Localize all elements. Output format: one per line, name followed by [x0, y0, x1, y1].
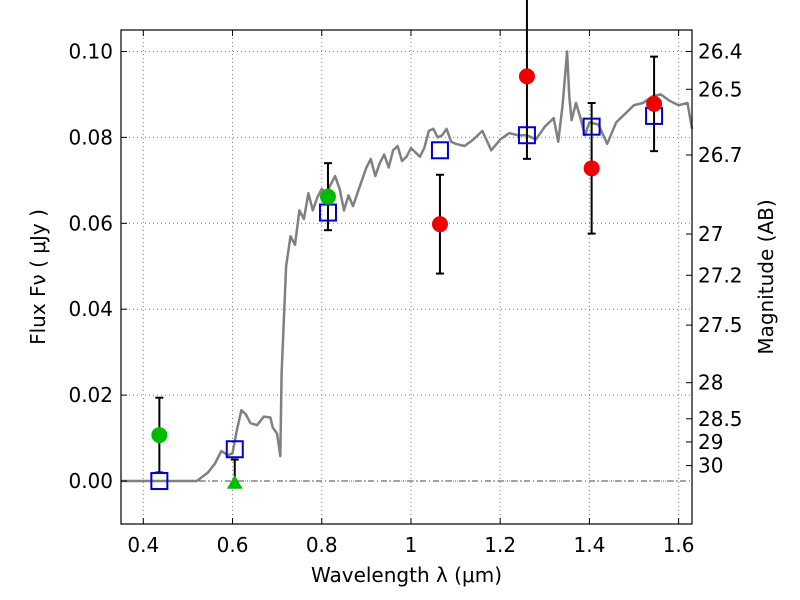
y2-tick-label: 27.2: [698, 263, 743, 287]
x-tick-label: 0.6: [217, 533, 249, 557]
marker-layer: [150, 68, 664, 491]
y2-tick-label: 28.5: [698, 407, 743, 431]
model-sed-layer: [121, 50, 694, 483]
y-tick-label: 0.06: [68, 211, 113, 235]
synthetic-flux-marker: [150, 472, 169, 491]
x-axis-label: Wavelength λ (μm): [311, 563, 502, 587]
model-sed-line: [121, 50, 694, 483]
synthetic-flux-marker: [517, 126, 536, 145]
y2-tick-label: 26.7: [698, 143, 743, 167]
errorbar-layer: [155, 0, 659, 485]
x-tick-label: 1: [405, 533, 418, 557]
x-tick-label: 0.8: [306, 533, 338, 557]
y-tick-label: 0.00: [68, 469, 113, 493]
synthetic-flux-marker: [225, 440, 244, 459]
red-flux-marker: [431, 216, 448, 233]
y2-tick-label: 30: [698, 454, 723, 478]
x-tick-label: 1.2: [484, 533, 516, 557]
y2-axis-label: Magnitude (AB): [754, 199, 778, 354]
y2-tick-label: 29: [698, 430, 723, 454]
synthetic-flux-marker: [582, 117, 601, 136]
y2-tick-label: 27: [698, 222, 723, 246]
green-flux-marker: [151, 427, 168, 444]
red-flux-marker: [518, 68, 535, 85]
y2-tick-label: 26.4: [698, 39, 743, 63]
red-flux-marker: [583, 160, 600, 177]
y-tick-label: 0.02: [68, 383, 113, 407]
y-tick-label: 0.10: [68, 39, 113, 63]
y2-tick-label: 28: [698, 371, 723, 395]
y-axis-label: Flux Fν ( μJy ): [26, 209, 50, 345]
tick-layer: 0.4 0.6 0.8 1 1.2 1.4 1.6 0.00 0.02 0.04 0.06 0.08 0…: [68, 30, 743, 557]
y-tick-label: 0.08: [68, 125, 113, 149]
red-flux-marker: [646, 95, 663, 112]
green-upper-limit-marker: [226, 475, 243, 489]
synthetic-flux-marker: [430, 141, 449, 160]
x-tick-label: 1.4: [573, 533, 605, 557]
green-flux-marker: [319, 188, 336, 205]
x-tick-label: 1.6: [663, 533, 695, 557]
y-tick-label: 0.04: [68, 297, 113, 321]
plot-frame: [120, 29, 693, 525]
grid-layer: [121, 30, 692, 524]
y2-tick-label: 26.5: [698, 77, 743, 101]
x-tick-label: 0.4: [127, 533, 159, 557]
y2-tick-label: 27.5: [698, 313, 743, 337]
